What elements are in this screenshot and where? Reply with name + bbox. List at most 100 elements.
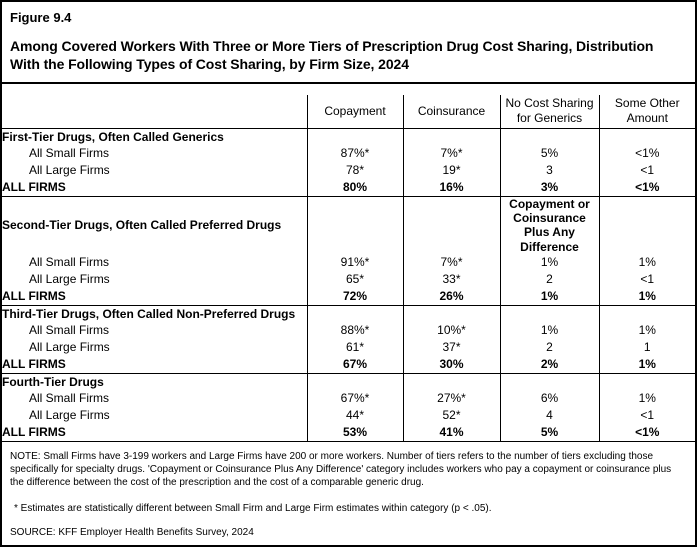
empty-cell	[598, 373, 695, 391]
empty-cell	[598, 196, 695, 255]
table-row: All Small Firms 88%* 10%* 1% 1%	[2, 322, 695, 340]
cell-value: 19*	[402, 162, 500, 179]
cell-value: 10%*	[402, 322, 500, 340]
empty-cell	[402, 305, 500, 323]
table-body: First-Tier Drugs, Often Called Generics …	[2, 128, 695, 442]
total-row: ALL FIRMS 72% 26% 1% 1%	[2, 288, 695, 306]
cost-sharing-table: Copayment Coinsurance No Cost Sharing fo…	[2, 95, 695, 442]
row-label: ALL FIRMS	[2, 424, 307, 442]
cell-value: 44*	[306, 407, 403, 425]
cell-value: 67%	[306, 356, 403, 374]
cell-value: 1	[598, 339, 695, 357]
cell-value: <1%	[598, 424, 695, 442]
cell-value: 72%	[306, 288, 403, 306]
cell-value: 1%	[598, 288, 695, 306]
row-label: ALL FIRMS	[2, 356, 307, 374]
cell-value: <1%	[598, 179, 695, 197]
section-header-row: Second-Tier Drugs, Often Called Preferre…	[2, 196, 695, 255]
cell-value: 80%	[306, 179, 403, 197]
cell-value: 3%	[499, 179, 599, 197]
cell-value: 5%	[499, 424, 599, 442]
row-label: All Small Firms	[29, 255, 109, 270]
cell-value: 16%	[402, 179, 500, 197]
cell-value: 78*	[306, 162, 403, 179]
table-row: All Small Firms 67%* 27%* 6% 1%	[2, 390, 695, 408]
table-row: All Large Firms 44* 52* 4 <1	[2, 407, 695, 425]
row-label: ALL FIRMS	[2, 179, 307, 197]
cell-value: 6%	[499, 390, 599, 408]
cell-value: <1	[598, 162, 695, 179]
table-header: Copayment Coinsurance No Cost Sharing fo…	[2, 95, 695, 129]
cell-value: 88%*	[306, 322, 403, 340]
section-title: Second-Tier Drugs, Often Called Preferre…	[2, 218, 282, 233]
cell-value: 65*	[306, 271, 403, 289]
empty-cell	[306, 128, 403, 145]
notes-block: NOTE: Small Firms have 3-199 workers and…	[2, 442, 695, 540]
cell-value: 41%	[402, 424, 500, 442]
cell-value: 87%*	[306, 145, 403, 162]
cell-value: <1	[598, 271, 695, 289]
cell-value: 61*	[306, 339, 403, 357]
cell-value: 1%	[598, 322, 695, 340]
cell-value: 7%*	[402, 254, 500, 272]
table-row: All Large Firms 61* 37* 2 1	[2, 339, 695, 357]
empty-cell	[306, 305, 403, 323]
empty-cell	[402, 128, 500, 145]
cell-value: <1	[598, 407, 695, 425]
cell-value: 53%	[306, 424, 403, 442]
row-label: All Small Firms	[29, 146, 109, 161]
table-row: All Small Firms 87%* 7%* 5% <1%	[2, 145, 695, 162]
table-row: All Small Firms 91%* 7%* 1% 1%	[2, 254, 695, 272]
empty-cell	[402, 373, 500, 391]
total-row: ALL FIRMS 80% 16% 3% <1%	[2, 179, 695, 197]
cell-value: 67%*	[306, 390, 403, 408]
cell-value: 2	[499, 271, 599, 289]
cell-value: 3	[499, 162, 599, 179]
cell-value: 1%	[499, 322, 599, 340]
cell-value: 7%*	[402, 145, 500, 162]
empty-cell	[598, 128, 695, 145]
row-label: All Large Firms	[29, 340, 110, 355]
cell-value: 91%*	[306, 254, 403, 272]
row-label: ALL FIRMS	[2, 288, 307, 306]
empty-cell	[598, 305, 695, 323]
cell-value: 2%	[499, 356, 599, 374]
cell-value: 2	[499, 339, 599, 357]
cell-value: 4	[499, 407, 599, 425]
cell-value: 5%	[499, 145, 599, 162]
figure-label: Figure 9.4	[10, 10, 72, 25]
cell-value: 27%*	[402, 390, 500, 408]
cell-value: 26%	[402, 288, 500, 306]
column-header-coinsurance: Coinsurance	[402, 95, 500, 129]
source-text: SOURCE: KFF Employer Health Benefits Sur…	[10, 527, 254, 539]
section-header-row: First-Tier Drugs, Often Called Generics	[2, 128, 695, 145]
section-title: Fourth-Tier Drugs	[2, 374, 104, 389]
title-block: Figure 9.4 Among Covered Workers With Th…	[2, 2, 695, 84]
cell-value: 33*	[402, 271, 500, 289]
empty-cell	[499, 305, 599, 323]
cell-value: 52*	[402, 407, 500, 425]
section-title: First-Tier Drugs, Often Called Generics	[2, 129, 224, 144]
cell-value: 1%	[598, 356, 695, 374]
row-label: All Small Firms	[29, 323, 109, 338]
section-header-row: Fourth-Tier Drugs	[2, 373, 695, 391]
total-row: ALL FIRMS 67% 30% 2% 1%	[2, 356, 695, 374]
total-row: ALL FIRMS 53% 41% 5% <1%	[2, 424, 695, 442]
note-text: NOTE: Small Firms have 3-199 workers and…	[10, 450, 672, 489]
table-row: All Large Firms 65* 33* 2 <1	[2, 271, 695, 289]
cell-value: 1%	[598, 390, 695, 408]
empty-cell	[499, 128, 599, 145]
cell-value: 1%	[598, 254, 695, 272]
table-row: All Large Firms 78* 19* 3 <1	[2, 162, 695, 179]
section-title: Third-Tier Drugs, Often Called Non-Prefe…	[2, 306, 296, 321]
row-label: All Large Firms	[29, 163, 110, 178]
column-header-some-other-amount: Some Other Amount	[598, 95, 695, 129]
empty-cell	[402, 196, 500, 255]
empty-cell	[306, 196, 403, 255]
empty-cell	[499, 373, 599, 391]
cell-value: 1%	[499, 254, 599, 272]
cell-value: 30%	[402, 356, 500, 374]
cell-value: 1%	[499, 288, 599, 306]
column-subheader: Copayment or Coinsurance Plus Any Differ…	[499, 196, 599, 255]
